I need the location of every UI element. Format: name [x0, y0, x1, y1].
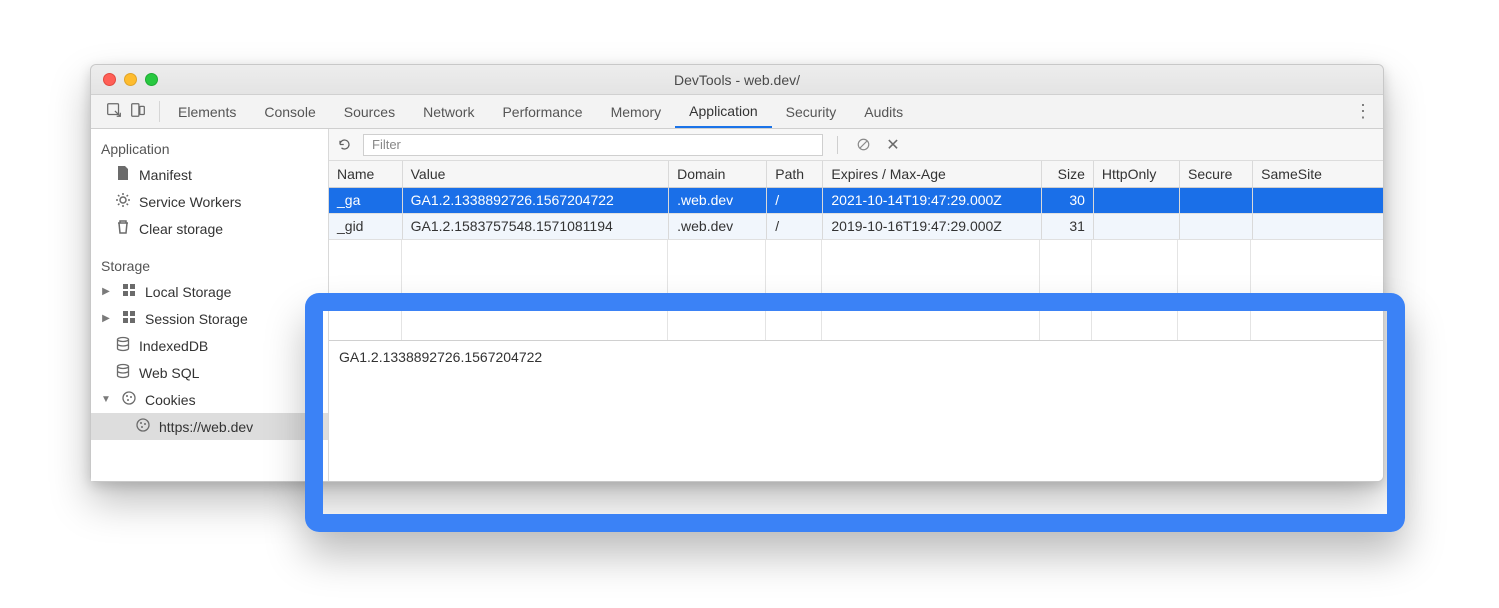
sidebar-item-label: https://web.dev [159, 419, 253, 435]
delete-selected-button[interactable]: ✕ [878, 135, 908, 155]
tab-elements[interactable]: Elements [164, 95, 250, 128]
sidebar-item-service-workers[interactable]: Service Workers [91, 188, 328, 215]
column-header-httponly[interactable]: HttpOnly [1093, 161, 1179, 187]
column-header-value[interactable]: Value [402, 161, 669, 187]
devtools-window: DevTools - web.dev/ ElementsConsoleSourc… [90, 64, 1384, 482]
file-icon [115, 165, 131, 184]
sidebar-item-label: Web SQL [139, 365, 199, 381]
minimize-window-button[interactable] [124, 73, 137, 86]
table-row[interactable]: _gidGA1.2.1583757548.1571081194.web.dev/… [329, 213, 1383, 239]
chevron-down-icon[interactable]: ▼ [101, 394, 111, 405]
sidebar-item-label: Clear storage [139, 221, 223, 237]
chevron-right-icon[interactable]: ▶ [101, 286, 111, 297]
titlebar: DevTools - web.dev/ [91, 65, 1383, 95]
filter-input[interactable]: Filter [363, 134, 823, 156]
sidebar-item-label: Local Storage [145, 284, 231, 300]
sidebar-item-label: Manifest [139, 167, 192, 183]
tab-memory[interactable]: Memory [597, 95, 676, 128]
cell-secure [1180, 187, 1253, 213]
cell-size: 30 [1041, 187, 1093, 213]
column-header-name[interactable]: Name [329, 161, 402, 187]
sidebar-item-manifest[interactable]: Manifest [91, 161, 328, 188]
sidebar-item-label: Cookies [145, 392, 196, 408]
tab-console[interactable]: Console [250, 95, 329, 128]
tab-security[interactable]: Security [772, 95, 851, 128]
cookies-panel: Filter ✕ NameValueDomainPathExpires / Ma… [329, 129, 1383, 481]
cell-samesite [1253, 213, 1383, 239]
more-options-icon[interactable]: ⋮ [1354, 101, 1373, 122]
sidebar-item-clear-storage[interactable]: Clear storage [91, 215, 328, 242]
cell-domain: .web.dev [669, 187, 767, 213]
clear-all-button[interactable] [848, 137, 878, 152]
tab-performance[interactable]: Performance [488, 95, 596, 128]
column-header-secure[interactable]: Secure [1180, 161, 1253, 187]
table-row[interactable]: _gaGA1.2.1338892726.1567204722.web.dev/2… [329, 187, 1383, 213]
gear-icon [115, 192, 131, 211]
sidebar-item-label: IndexedDB [139, 338, 208, 354]
tab-application[interactable]: Application [675, 95, 772, 128]
tab-audits[interactable]: Audits [850, 95, 917, 128]
db-icon [115, 336, 131, 355]
close-window-button[interactable] [103, 73, 116, 86]
inspect-element-icon[interactable] [105, 101, 123, 122]
cell-value: GA1.2.1338892726.1567204722 [402, 187, 669, 213]
chevron-right-icon[interactable]: ▶ [101, 313, 111, 324]
cookies-toolbar: Filter ✕ [329, 129, 1383, 161]
column-header-samesite[interactable]: SameSite [1253, 161, 1383, 187]
grid-icon [121, 309, 137, 328]
cookie-icon [121, 390, 137, 409]
cookies-table: NameValueDomainPathExpires / Max-AgeSize… [329, 161, 1383, 240]
sidebar-item-label: Service Workers [139, 194, 241, 210]
column-header-path[interactable]: Path [767, 161, 823, 187]
cell-expires: 2019-10-16T19:47:29.000Z [823, 213, 1041, 239]
tab-network[interactable]: Network [409, 95, 488, 128]
cell-secure [1180, 213, 1253, 239]
cell-httponly [1093, 213, 1179, 239]
cell-expires: 2021-10-14T19:47:29.000Z [823, 187, 1041, 213]
sidebar-item-indexeddb[interactable]: IndexedDB [91, 332, 328, 359]
sidebar-item-local-storage[interactable]: ▶ Local Storage [91, 278, 328, 305]
sidebar-item-cookies[interactable]: ▼ Cookies [91, 386, 328, 413]
table-empty-space [329, 240, 1383, 342]
sidebar-item-label: Session Storage [145, 311, 248, 327]
window-title: DevTools - web.dev/ [91, 72, 1383, 88]
devtools-tabbar: ElementsConsoleSourcesNetworkPerformance… [91, 95, 1383, 129]
cell-samesite [1253, 187, 1383, 213]
sidebar-item-web-sql[interactable]: Web SQL [91, 359, 328, 386]
sidebar-item-https-web-dev[interactable]: https://web.dev [91, 413, 328, 440]
cell-domain: .web.dev [669, 213, 767, 239]
column-header-size[interactable]: Size [1041, 161, 1093, 187]
cell-path: / [767, 187, 823, 213]
zoom-window-button[interactable] [145, 73, 158, 86]
grid-icon [121, 282, 137, 301]
device-toolbar-icon[interactable] [129, 101, 147, 122]
cell-name: _gid [329, 213, 402, 239]
db-icon [115, 363, 131, 382]
cookie-icon [135, 417, 151, 436]
sidebar-group-application: Application [91, 135, 328, 161]
cell-name: _ga [329, 187, 402, 213]
column-header-expires[interactable]: Expires / Max-Age [823, 161, 1041, 187]
cell-size: 31 [1041, 213, 1093, 239]
sidebar-item-session-storage[interactable]: ▶ Session Storage [91, 305, 328, 332]
column-header-domain[interactable]: Domain [669, 161, 767, 187]
tab-sources[interactable]: Sources [330, 95, 409, 128]
traffic-lights [91, 73, 158, 86]
cell-value: GA1.2.1583757548.1571081194 [402, 213, 669, 239]
cell-httponly [1093, 187, 1179, 213]
cell-path: / [767, 213, 823, 239]
sidebar-group-storage: Storage [91, 252, 328, 278]
trash-icon [115, 219, 131, 238]
cookie-value-detail: GA1.2.1338892726.1567204722 [329, 341, 1383, 481]
application-sidebar: Application Manifest Service Workers Clear … [91, 129, 329, 481]
refresh-button[interactable] [329, 137, 359, 152]
